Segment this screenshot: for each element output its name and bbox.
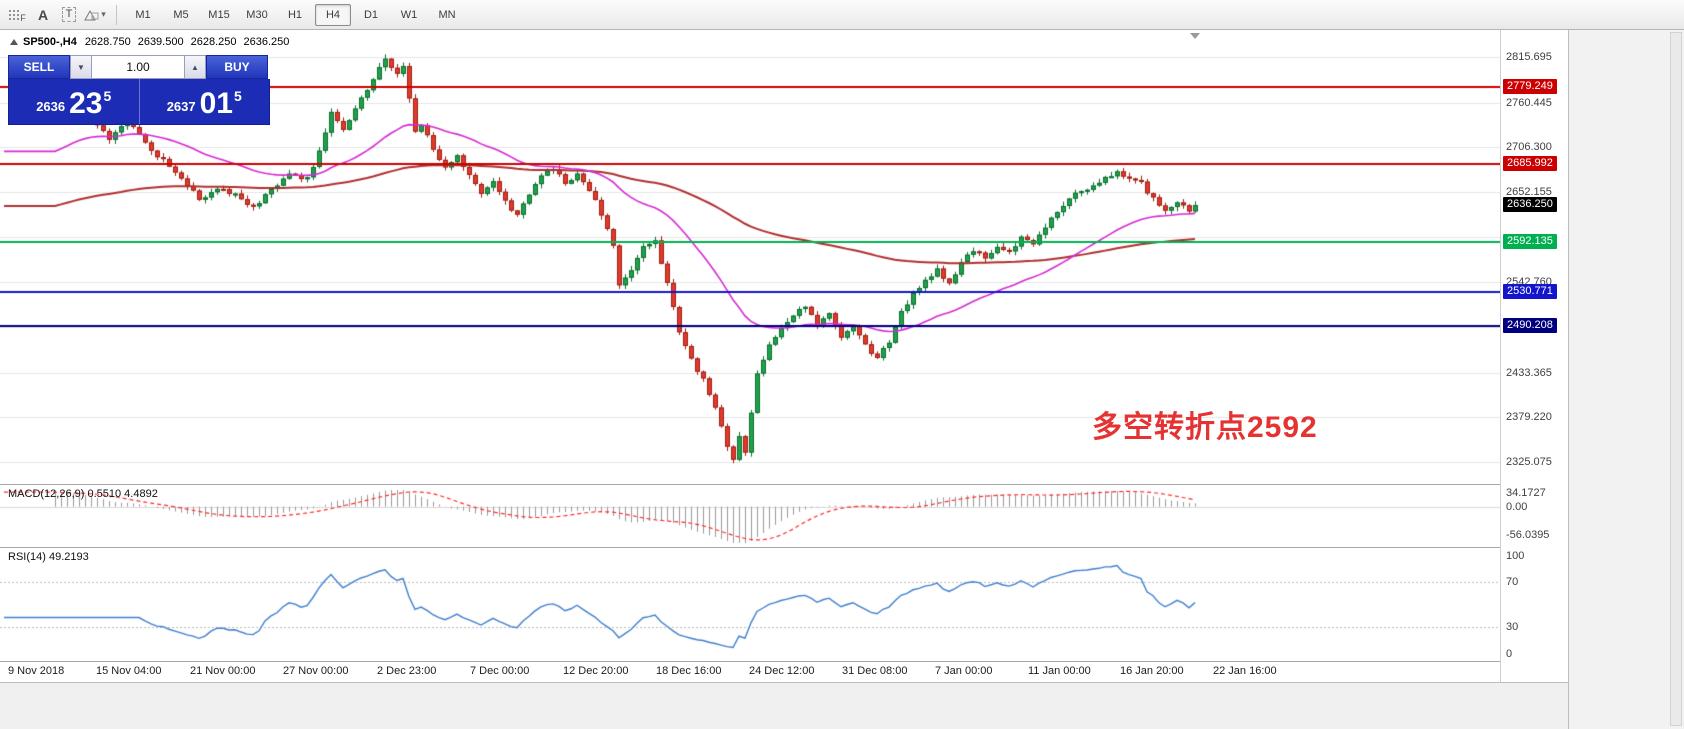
timeframe-w1-button[interactable]: W1 bbox=[400, 8, 418, 21]
ask-price-pips: 01 bbox=[199, 87, 233, 120]
dropdown-caret-icon: ▾ bbox=[101, 9, 106, 19]
ask-price-fraction: 5 bbox=[234, 88, 242, 104]
ask-price-integer: 2637 bbox=[166, 99, 196, 114]
time-tick-label: 24 Dec 12:00 bbox=[749, 665, 815, 677]
timeframe-d1-button[interactable]: D1 bbox=[363, 8, 379, 21]
open-value: 2628.750 bbox=[84, 36, 131, 48]
level-price-badge: 2530.771 bbox=[1503, 284, 1557, 300]
chart-header: SP500-,H4 2628.750 2639.500 2628.250 263… bbox=[10, 36, 296, 48]
macd-tick-label: -56.0395 bbox=[1506, 528, 1550, 541]
price-tick-label: 2325.075 bbox=[1506, 455, 1552, 468]
text-label-icon: T bbox=[61, 7, 77, 22]
chart-annotation-text[interactable]: 多空转折点2592 bbox=[1092, 411, 1318, 444]
macd-tick-label: 0.00 bbox=[1506, 500, 1528, 513]
rsi-tick-label: 70 bbox=[1506, 576, 1519, 589]
time-tick-label: 11 Jan 00:00 bbox=[1028, 665, 1091, 677]
timeframe-m1-button[interactable]: M1 bbox=[135, 8, 151, 21]
time-tick-label: 31 Dec 08:00 bbox=[842, 665, 908, 677]
symbol-marker-icon bbox=[10, 39, 18, 45]
bid-quote: 2636 23 5 bbox=[9, 79, 139, 124]
time-tick-label: 7 Jan 00:00 bbox=[935, 665, 993, 677]
level-price-badge: 2685.992 bbox=[1503, 156, 1557, 172]
fibonacci-tool-button[interactable]: F bbox=[5, 4, 29, 26]
shapes-icon bbox=[84, 9, 99, 21]
timeframe-m5-button[interactable]: M5 bbox=[173, 8, 189, 21]
time-tick-label: 12 Dec 20:00 bbox=[563, 665, 629, 677]
price-tick-label: 2760.445 bbox=[1506, 96, 1552, 109]
buy-button[interactable]: BUY bbox=[206, 55, 268, 79]
ask-quote: 2637 01 5 bbox=[138, 79, 270, 124]
time-tick-label: 18 Dec 16:00 bbox=[656, 665, 722, 677]
text-tool-button[interactable]: A bbox=[31, 4, 55, 26]
bottom-gutter bbox=[0, 682, 1568, 729]
bid-price-fraction: 5 bbox=[103, 88, 112, 104]
price-tick-label: 2652.155 bbox=[1506, 185, 1552, 198]
price-tick-label: 2706.300 bbox=[1506, 141, 1552, 154]
macd-label: MACD(12,26,9) 0.5510 4.4892 bbox=[8, 488, 158, 500]
toolbar-separator bbox=[116, 4, 117, 25]
rsi-indicator-canvas[interactable] bbox=[0, 549, 1500, 660]
time-tick-label: 15 Nov 04:00 bbox=[96, 665, 162, 677]
timeframe-m15-button[interactable]: M15 bbox=[208, 8, 230, 21]
volume-decrease-button[interactable]: ▼ bbox=[70, 55, 92, 79]
macd-indicator-canvas[interactable] bbox=[0, 486, 1500, 545]
scrollbar[interactable] bbox=[1670, 32, 1682, 726]
rsi-label: RSI(14) 49.2193 bbox=[8, 551, 89, 563]
panel-divider[interactable] bbox=[0, 547, 1568, 548]
quote-display: 2636 23 5 2637 01 5 bbox=[8, 79, 270, 125]
panel-divider[interactable] bbox=[0, 661, 1568, 662]
timeframe-mn-button[interactable]: MN bbox=[438, 8, 456, 21]
price-tick-label: 2379.220 bbox=[1506, 411, 1552, 424]
high-value: 2639.500 bbox=[137, 36, 184, 48]
time-tick-label: 21 Nov 00:00 bbox=[190, 665, 256, 677]
price-axis[interactable]: 2815.695 2760.445 2706.300 2652.155 2542.760… bbox=[1500, 30, 1568, 682]
shapes-tool-button[interactable]: ▾ bbox=[83, 4, 107, 26]
rsi-tick-label: 0 bbox=[1506, 648, 1513, 660]
timeframe-h1-button[interactable]: H1 bbox=[287, 8, 303, 21]
price-tick-label: 2433.365 bbox=[1506, 366, 1552, 379]
timeframe-h4-button[interactable]: H4 bbox=[315, 3, 351, 26]
level-price-badge: 2592.135 bbox=[1503, 233, 1557, 249]
time-axis[interactable]: 9 Nov 2018 15 Nov 04:00 21 Nov 00:00 27 Nov… bbox=[0, 662, 1568, 682]
symbol-label: SP500-,H4 bbox=[23, 36, 77, 48]
panel-divider[interactable] bbox=[0, 484, 1568, 485]
volume-increase-button[interactable]: ▲ bbox=[184, 55, 206, 79]
bid-price-pips: 23 bbox=[69, 87, 103, 120]
level-price-badge: 2490.208 bbox=[1503, 317, 1557, 333]
close-value: 2636.250 bbox=[243, 36, 290, 48]
volume-input[interactable] bbox=[92, 55, 184, 79]
order-controls-row: SELL ▼ ▲ BUY bbox=[8, 55, 270, 79]
time-tick-label: 16 Jan 20:00 bbox=[1120, 665, 1184, 677]
macd-tick-label: 34.1727 bbox=[1506, 487, 1546, 499]
timeframe-m30-button[interactable]: M30 bbox=[246, 8, 268, 21]
fibonacci-icon: F bbox=[20, 12, 26, 23]
toolbar: F A T ▾ M1 M5 M15 M30 H1 H4 D1 W1 MN bbox=[0, 0, 1684, 30]
grid-dots-icon bbox=[8, 9, 20, 20]
time-tick-label: 9 Nov 2018 bbox=[8, 665, 65, 677]
current-price-badge: 2636.250 bbox=[1503, 197, 1557, 213]
sell-button[interactable]: SELL bbox=[8, 55, 70, 79]
chart-shift-marker-icon[interactable] bbox=[1190, 33, 1200, 39]
time-tick-label: 27 Nov 00:00 bbox=[283, 665, 349, 677]
bid-price-integer: 2636 bbox=[36, 99, 66, 114]
one-click-trading-panel: SELL ▼ ▲ BUY 2636 23 5 2637 01 5 bbox=[8, 55, 270, 125]
low-value: 2628.250 bbox=[190, 36, 237, 48]
rsi-tick-label: 100 bbox=[1506, 550, 1525, 562]
text-label-tool-button[interactable]: T bbox=[57, 4, 81, 26]
right-gutter bbox=[1568, 30, 1684, 729]
time-tick-label: 2 Dec 23:00 bbox=[377, 665, 437, 677]
time-tick-label: 7 Dec 00:00 bbox=[470, 665, 530, 677]
price-tick-label: 2815.695 bbox=[1506, 51, 1552, 63]
level-price-badge: 2779.249 bbox=[1503, 79, 1557, 95]
rsi-tick-label: 30 bbox=[1506, 620, 1519, 633]
chart-area[interactable]: SP500-,H4 2628.750 2639.500 2628.250 263… bbox=[0, 30, 1568, 682]
time-tick-label: 22 Jan 16:00 bbox=[1213, 665, 1277, 677]
text-icon: A bbox=[37, 6, 49, 23]
